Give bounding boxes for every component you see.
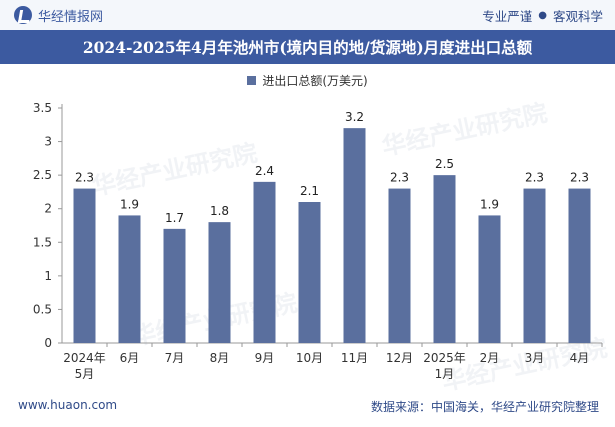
- data-label: 1.9: [480, 197, 499, 211]
- bar: [388, 188, 411, 343]
- chart-title: 2024-2025年4月年池州市(境内目的地/货源地)月度进出口总额: [82, 38, 533, 57]
- bar: [568, 188, 591, 343]
- website-link[interactable]: www.huaon.com: [18, 398, 118, 412]
- chart-title-bar: 2024-2025年4月年池州市(境内目的地/货源地)月度进出口总额: [0, 30, 615, 64]
- bar: [343, 128, 366, 343]
- data-label: 2.3: [75, 171, 94, 185]
- bar: [118, 215, 141, 343]
- y-tick-label: 1.5: [33, 235, 52, 249]
- x-tick-label: 3月: [525, 351, 545, 365]
- y-tick-label: 0: [44, 336, 52, 350]
- x-tick-label: 6月: [120, 351, 140, 365]
- bar-chart: 0 0.5 1 1.5 2 2.5 3 3.5 2.3 2024年 5月 1.9 6月 1.7 7月 1.8 8…: [33, 101, 603, 381]
- data-label: 2.3: [570, 171, 589, 185]
- data-source: 数据来源：中国海关，华经产业研究院整理: [370, 400, 599, 414]
- bullet-icon: ●: [538, 10, 547, 21]
- y-tick-label: 3.5: [33, 101, 52, 115]
- bar: [73, 188, 96, 343]
- x-tick-label: 11月: [341, 351, 368, 365]
- y-tick-label: 3: [44, 135, 52, 149]
- bar: [298, 202, 321, 343]
- data-label: 2.5: [435, 157, 454, 171]
- tagline-left: 专业严谨: [482, 9, 533, 24]
- x-tick-label: 9月: [255, 351, 275, 365]
- y-tick-label: 0.5: [33, 302, 52, 316]
- bar: [478, 215, 501, 343]
- chart-legend: 进出口总额(万美元): [0, 70, 615, 90]
- y-tick-label: 2.5: [33, 168, 52, 182]
- x-tick-label: 7月: [165, 351, 185, 365]
- y-tick-label: 1: [44, 269, 52, 283]
- y-tick-label: 2: [44, 202, 52, 216]
- legend-label: 进出口总额(万美元): [262, 73, 368, 88]
- data-label: 1.8: [210, 204, 229, 218]
- bar: [163, 228, 186, 343]
- tagline: 专业严谨 ● 客观科学: [482, 6, 603, 25]
- brand-name: 华经情报网: [38, 9, 104, 25]
- brand[interactable]: 华经情报网: [14, 6, 104, 25]
- x-tick-label: 2025年: [423, 351, 466, 365]
- top-bar: 华经情报网 专业严谨 ● 客观科学: [0, 0, 615, 30]
- bar: [208, 222, 231, 343]
- data-label: 2.3: [525, 171, 544, 185]
- x-tick-label: 2024年: [63, 351, 106, 365]
- x-tick-label: 1月: [435, 367, 455, 381]
- x-tick-label: 8月: [210, 351, 230, 365]
- x-tick-label: 4月: [570, 351, 590, 365]
- data-label: 1.9: [120, 197, 139, 211]
- legend-swatch: [247, 75, 257, 85]
- data-label: 2.4: [255, 164, 274, 178]
- tagline-right: 客观科学: [552, 9, 603, 24]
- logo-icon: [14, 6, 32, 24]
- data-label: 2.3: [390, 171, 409, 185]
- bar: [433, 175, 456, 343]
- x-tick-label: 12月: [386, 351, 413, 365]
- data-label: 2.1: [300, 184, 319, 198]
- data-label: 3.2: [345, 110, 364, 124]
- x-tick-label: 2月: [480, 351, 500, 365]
- x-tick-label: 5月: [75, 367, 95, 381]
- bar: [523, 188, 546, 343]
- x-tick-label: 10月: [296, 351, 323, 365]
- data-label: 1.7: [165, 211, 184, 225]
- bar: [253, 181, 276, 343]
